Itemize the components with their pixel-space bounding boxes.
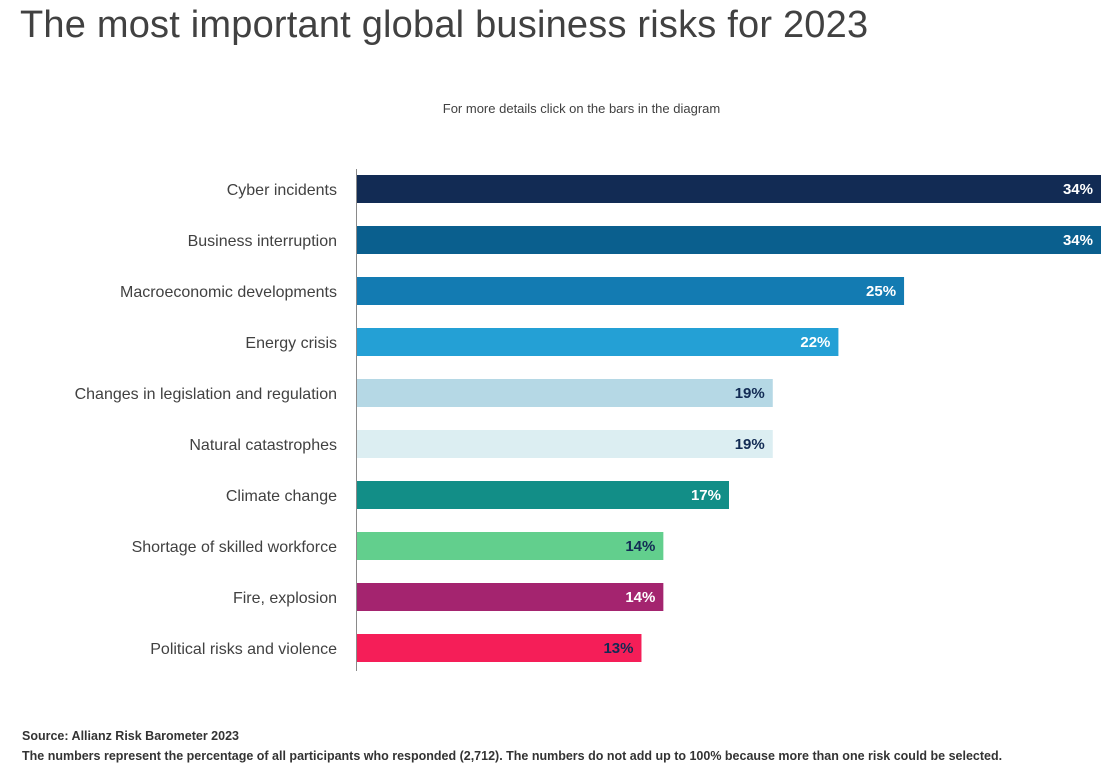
- category-label-climate-change: Climate change: [226, 488, 337, 505]
- value-label-fire-explosion: 14%: [625, 589, 655, 606]
- value-label-political-risks-and-violence: 13%: [603, 640, 633, 657]
- bar-business-interruption[interactable]: [357, 226, 1101, 254]
- bar-changes-in-legislation-and-regulation[interactable]: [357, 379, 773, 407]
- value-label-changes-in-legislation-and-regulation: 19%: [735, 385, 765, 402]
- chart-title: The most important global business risks…: [20, 4, 869, 46]
- category-label-energy-crisis: Energy crisis: [245, 335, 337, 352]
- bar-natural-catastrophes[interactable]: [357, 430, 773, 458]
- chart-subtitle: For more details click on the bars in th…: [442, 101, 721, 116]
- bar-chart: Cyber incidents 34% Business interruption 3…: [75, 169, 1101, 671]
- bar-climate-change[interactable]: [357, 481, 729, 509]
- category-label-business-interruption: Business interruption: [188, 233, 337, 250]
- bar-shortage-of-skilled-workforce[interactable]: [357, 532, 664, 560]
- value-label-business-interruption: 34%: [1063, 232, 1093, 249]
- bar-cyber-incidents[interactable]: [357, 175, 1101, 203]
- category-label-fire-explosion: Fire, explosion: [233, 590, 337, 607]
- category-label-cyber-incidents: Cyber incidents: [227, 182, 337, 199]
- category-label-political-risks-and-violence: Political risks and violence: [150, 641, 337, 658]
- value-label-cyber-incidents: 34%: [1063, 181, 1093, 198]
- bar-energy-crisis[interactable]: [357, 328, 839, 356]
- value-label-natural-catastrophes: 19%: [735, 436, 765, 453]
- category-label-natural-catastrophes: Natural catastrophes: [189, 437, 337, 454]
- value-label-shortage-of-skilled-workforce: 14%: [625, 538, 655, 555]
- bar-fire-explosion[interactable]: [357, 583, 664, 611]
- category-label-shortage-of-skilled-workforce: Shortage of skilled workforce: [132, 539, 338, 556]
- value-label-macroeconomic-developments: 25%: [866, 283, 896, 300]
- footnote: The numbers represent the percentage of …: [22, 749, 1003, 763]
- value-label-energy-crisis: 22%: [800, 334, 830, 351]
- category-label-macroeconomic-developments: Macroeconomic developments: [120, 284, 337, 301]
- category-label-changes-in-legislation-and-regulation: Changes in legislation and regulation: [75, 386, 337, 403]
- value-label-climate-change: 17%: [691, 487, 721, 504]
- source-note: Source: Allianz Risk Barometer 2023: [22, 729, 239, 743]
- bar-political-risks-and-violence[interactable]: [357, 634, 642, 662]
- bar-macroeconomic-developments[interactable]: [357, 277, 905, 305]
